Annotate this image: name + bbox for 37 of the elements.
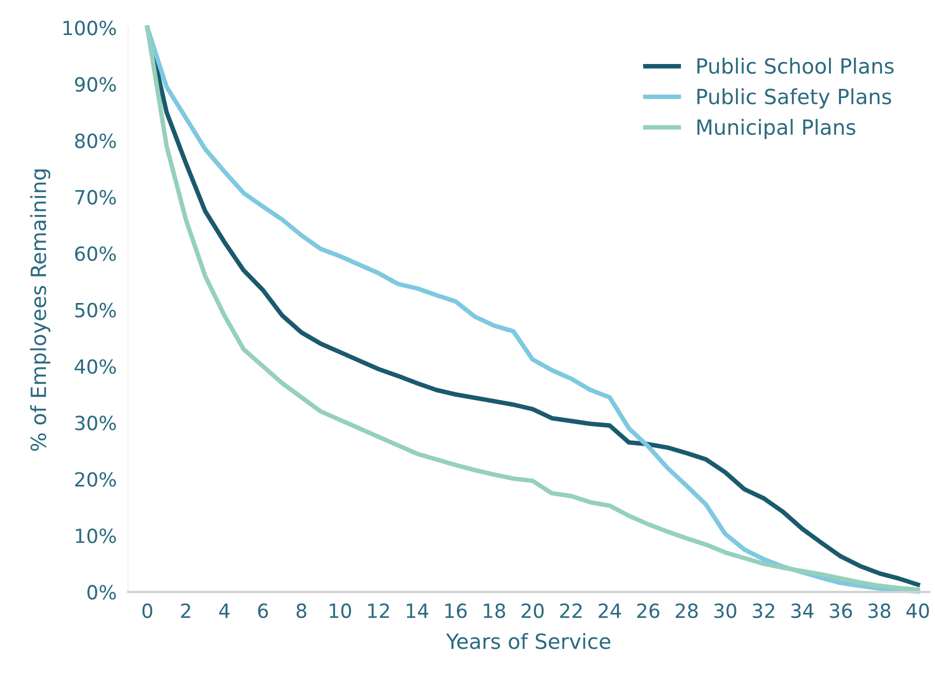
x-tick-label: 28 [676,603,698,618]
x-tick-label: 36 [830,603,852,618]
y-tick-label: 0% [87,584,116,600]
x-tick-label: 18 [484,603,506,618]
x-tick-label: 38 [868,603,890,618]
x-axis-title: Years of Service [446,633,610,650]
x-tick-label: 22 [560,603,582,618]
x-tick-label: 0 [142,603,152,618]
y-tick-label: 60% [75,246,116,262]
x-tick-label: 40 [906,603,929,618]
legend-label: Public School Plans [697,58,894,74]
y-tick-label: 70% [75,190,116,205]
y-tick-label: 50% [75,302,116,318]
x-tick-label: 20 [522,603,544,618]
y-tick-label: 20% [75,472,116,487]
x-tick-label: 30 [714,603,736,618]
y-tick-label: 30% [75,416,116,430]
x-tick-label: 4 [219,604,230,618]
x-tick-label: 10 [330,603,352,618]
legend-label: Public Safety Plans [697,88,892,108]
x-tick-label: 34 [791,603,814,618]
x-tick-label: 16 [445,603,467,618]
y-tick-label: 80% [75,133,116,148]
y-tick-label: 90% [74,77,116,92]
legend-label: Municipal Plans [697,118,856,140]
x-tick-label: 12 [368,603,389,618]
x-tick-label: 2 [181,603,190,618]
y-tick-label: 40% [74,359,116,374]
x-tick-label: 6 [258,603,268,618]
y-tick-label: 100% [64,20,116,36]
x-tick-label: 26 [637,603,660,618]
x-tick-label: 24 [598,603,621,618]
y-tick-label: 10% [76,528,116,544]
y-axis-title: % of Employees Remaining [30,170,50,451]
x-tick-label: 14 [406,604,428,618]
x-tick-label: 32 [752,603,774,618]
x-tick-label: 8 [296,603,306,618]
